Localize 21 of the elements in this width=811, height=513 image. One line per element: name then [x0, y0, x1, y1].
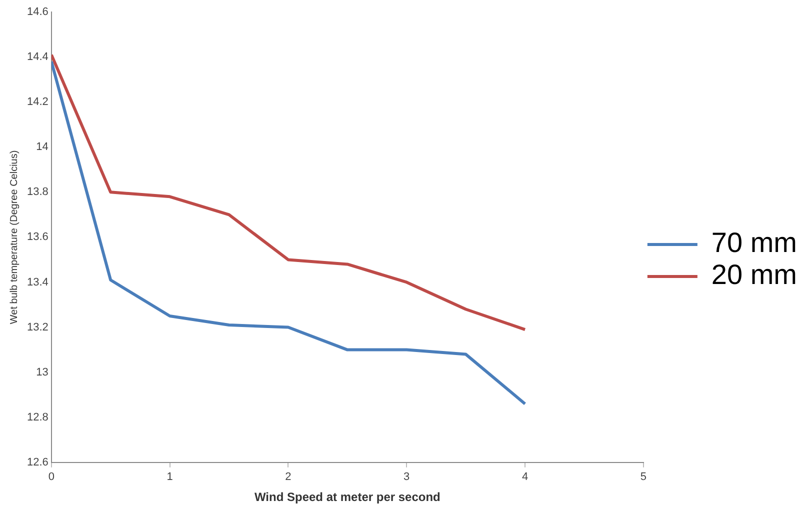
x-tick-label: 4 — [522, 471, 528, 484]
y-axis-title: Wet bulb temperature (Degree Celcius) — [8, 150, 20, 324]
y-tick-label: 13.8 — [26, 186, 48, 198]
y-tick-label: 13.2 — [26, 321, 48, 334]
y-tick-label: 12.6 — [26, 456, 48, 468]
x-axis-title: Wind Speed at meter per second — [254, 490, 440, 504]
x-tick-label: 3 — [404, 471, 410, 484]
x-tick-label: 5 — [640, 471, 646, 484]
y-tick-label: 14.6 — [26, 6, 48, 18]
y-tick-label: 14.2 — [26, 96, 48, 108]
x-tick-label: 1 — [166, 471, 173, 484]
y-tick-label: 14 — [36, 141, 48, 154]
y-tick-label: 13.4 — [26, 276, 48, 288]
x-tick-label: 0 — [48, 471, 54, 484]
legend-label: 70 mm — [711, 227, 798, 258]
y-tick-label: 12.8 — [26, 411, 48, 424]
y-tick-label: 14.4 — [26, 51, 48, 64]
y-tick-label: 13.6 — [26, 231, 48, 244]
x-tick-label: 2 — [285, 471, 292, 484]
y-tick-label: 13 — [36, 366, 48, 378]
legend-label: 20 mm — [711, 259, 798, 290]
